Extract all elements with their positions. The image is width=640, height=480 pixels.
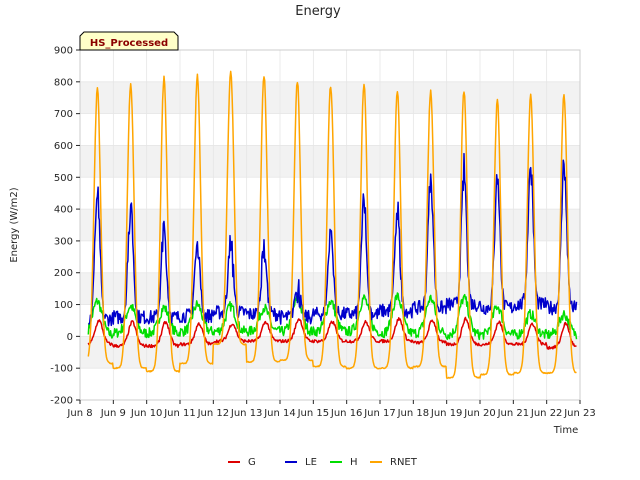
x-tick-label: Jun 13: [230, 408, 263, 419]
background-band: [80, 272, 580, 305]
x-tick-label: Jun 15: [297, 408, 330, 419]
y-axis-title: Energy (W/m2): [9, 187, 20, 262]
x-axis-title: Time: [553, 425, 578, 436]
x-tick-label: Jun 9: [100, 408, 126, 419]
y-tick-label: 400: [54, 205, 73, 216]
y-tick-label: 900: [54, 46, 73, 57]
series-line-g: [87, 316, 577, 350]
y-tick-label: -100: [50, 364, 73, 375]
x-tick-label: Jun 19: [430, 408, 463, 419]
x-tick-label: Jun 10: [130, 408, 163, 419]
plot-series: [87, 70, 578, 379]
background-band: [80, 336, 580, 369]
y-tick-label: 700: [54, 109, 73, 120]
y-tick-label: 500: [54, 173, 73, 184]
y-tick-label: 600: [54, 141, 73, 152]
y-tick-label: 300: [54, 236, 73, 247]
plot-frame: [79, 49, 581, 401]
legend-label-h: H: [350, 457, 358, 468]
y-tick-label: 100: [54, 300, 73, 311]
x-tick-label: Jun 11: [163, 408, 196, 419]
x-tick-label: Jun 21: [497, 408, 530, 419]
processed-badge: HS_Processed: [79, 31, 179, 51]
x-tick-label: Jun 20: [463, 408, 496, 419]
y-tick-label: 200: [54, 268, 73, 279]
y-tick-label: 800: [54, 77, 73, 88]
y-tick-label: 0: [67, 332, 73, 343]
y-axis-ticks: -200 -100 0 100 200 300 400 500 600 700 800 900: [50, 46, 80, 407]
background-band: [80, 145, 580, 178]
x-tick-label: Jun 16: [330, 408, 363, 419]
legend-label-le: LE: [305, 457, 317, 468]
x-axis-ticks: Jun 8 Jun 9 Jun 10 Jun 11 Jun 12 Jun 13 Jun 14…: [66, 400, 596, 419]
x-tick-label: Jun 17: [363, 408, 396, 419]
legend-label-g: G: [248, 457, 256, 468]
chart-title: Energy: [295, 4, 341, 19]
x-tick-label: Jun 8: [66, 408, 92, 419]
x-tick-label: Jun 14: [263, 408, 296, 419]
legend-label-rnet: RNET: [390, 457, 418, 468]
badge-label: HS_Processed: [90, 38, 168, 49]
series-line-rnet: [87, 70, 577, 379]
x-tick-label: Jun 22: [530, 408, 563, 419]
x-tick-label: Jun 12: [197, 408, 230, 419]
legend: G LE H RNET: [228, 457, 418, 468]
x-tick-label: Jun 18: [397, 408, 430, 419]
x-tick-label: Jun 23: [563, 408, 596, 419]
y-tick-label: -200: [50, 396, 73, 407]
